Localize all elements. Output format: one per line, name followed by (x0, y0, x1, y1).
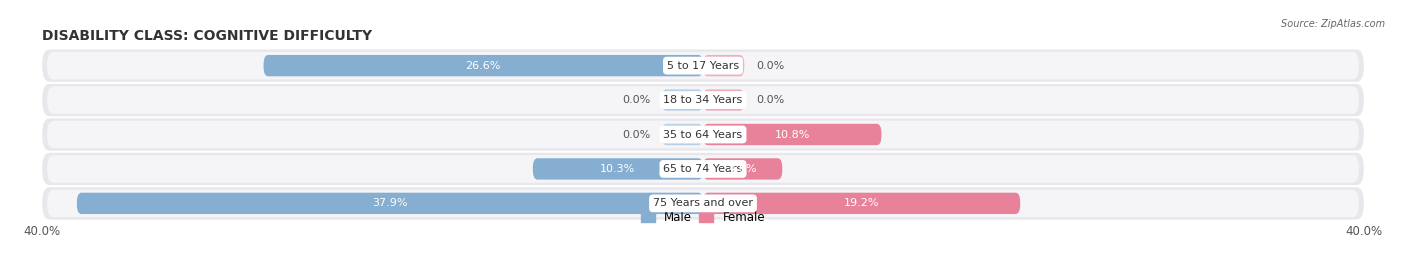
FancyBboxPatch shape (662, 89, 703, 111)
FancyBboxPatch shape (42, 153, 1364, 185)
FancyBboxPatch shape (703, 193, 1021, 214)
FancyBboxPatch shape (703, 124, 882, 145)
Text: 35 to 64 Years: 35 to 64 Years (664, 129, 742, 140)
FancyBboxPatch shape (77, 193, 703, 214)
Text: 0.0%: 0.0% (756, 61, 785, 71)
Text: 4.8%: 4.8% (728, 164, 756, 174)
Text: 10.3%: 10.3% (600, 164, 636, 174)
FancyBboxPatch shape (42, 49, 1364, 82)
FancyBboxPatch shape (42, 118, 1364, 151)
Text: 0.0%: 0.0% (621, 95, 650, 105)
Text: 26.6%: 26.6% (465, 61, 501, 71)
Text: 19.2%: 19.2% (844, 198, 879, 208)
Text: 37.9%: 37.9% (373, 198, 408, 208)
Text: DISABILITY CLASS: COGNITIVE DIFFICULTY: DISABILITY CLASS: COGNITIVE DIFFICULTY (42, 29, 373, 43)
Text: 18 to 34 Years: 18 to 34 Years (664, 95, 742, 105)
Text: 5 to 17 Years: 5 to 17 Years (666, 61, 740, 71)
FancyBboxPatch shape (42, 187, 1364, 220)
Legend: Male, Female: Male, Female (636, 206, 770, 228)
Text: 65 to 74 Years: 65 to 74 Years (664, 164, 742, 174)
FancyBboxPatch shape (703, 55, 744, 76)
FancyBboxPatch shape (662, 124, 703, 145)
FancyBboxPatch shape (48, 121, 1358, 148)
Text: 0.0%: 0.0% (756, 95, 785, 105)
FancyBboxPatch shape (48, 52, 1358, 79)
FancyBboxPatch shape (48, 155, 1358, 183)
Text: 10.8%: 10.8% (775, 129, 810, 140)
Text: 0.0%: 0.0% (621, 129, 650, 140)
FancyBboxPatch shape (533, 158, 703, 180)
FancyBboxPatch shape (703, 158, 782, 180)
FancyBboxPatch shape (48, 86, 1358, 114)
FancyBboxPatch shape (48, 190, 1358, 217)
FancyBboxPatch shape (42, 84, 1364, 116)
FancyBboxPatch shape (263, 55, 703, 76)
Text: 75 Years and over: 75 Years and over (652, 198, 754, 208)
Text: Source: ZipAtlas.com: Source: ZipAtlas.com (1281, 19, 1385, 29)
FancyBboxPatch shape (703, 89, 744, 111)
